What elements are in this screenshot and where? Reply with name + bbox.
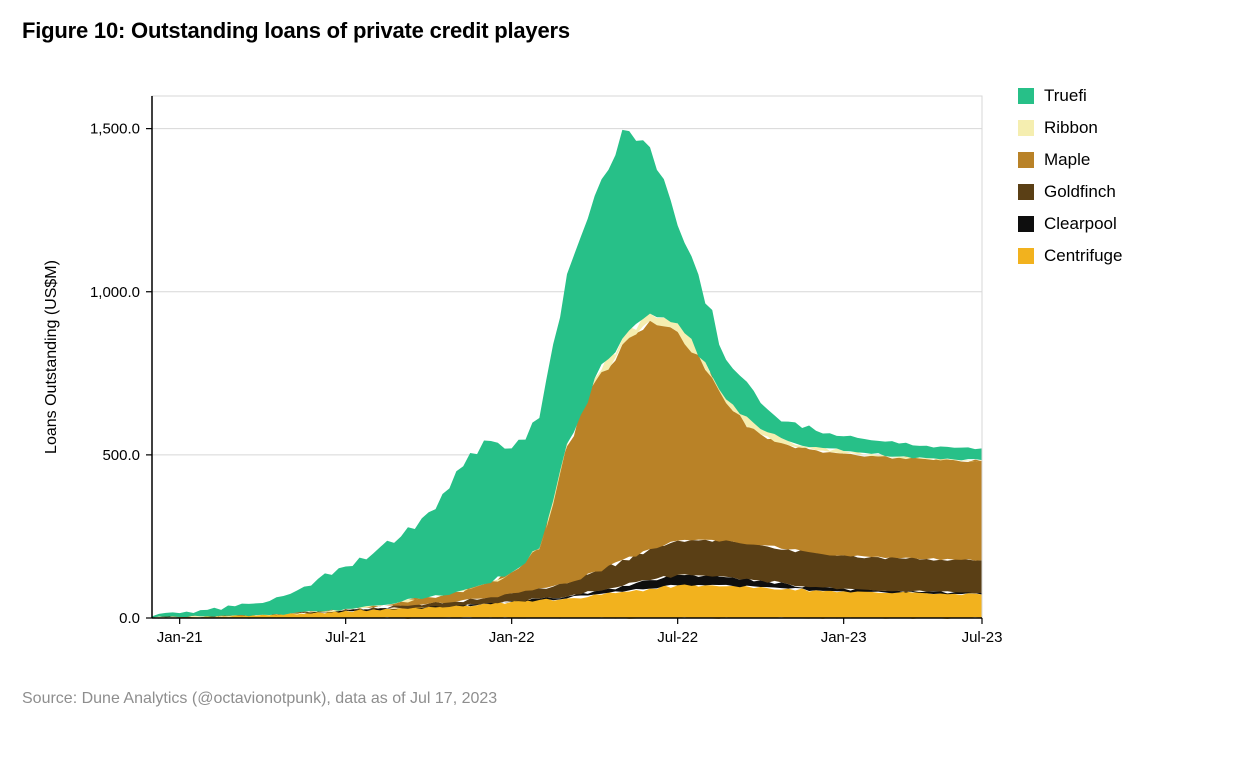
legend-label: Clearpool	[1044, 214, 1117, 234]
svg-text:Jan-22: Jan-22	[489, 629, 535, 646]
legend-label: Ribbon	[1044, 118, 1098, 138]
legend: Truefi Ribbon Maple Goldfinch Clearpool Centr…	[1018, 80, 1122, 272]
legend-swatch	[1018, 152, 1034, 168]
legend-item: Clearpool	[1018, 208, 1122, 240]
svg-text:Jan-21: Jan-21	[157, 629, 203, 646]
legend-item: Goldfinch	[1018, 176, 1122, 208]
svg-text:Jul-22: Jul-22	[657, 629, 698, 646]
legend-item: Maple	[1018, 144, 1122, 176]
legend-swatch	[1018, 88, 1034, 104]
svg-text:Jul-21: Jul-21	[325, 629, 366, 646]
legend-swatch	[1018, 184, 1034, 200]
svg-text:Jan-23: Jan-23	[821, 629, 867, 646]
svg-text:Jul-23: Jul-23	[962, 629, 1002, 646]
stacked-area-chart: 0.0 500.0 1,000.0 1,500.0 Jan-21 Jul-21 Jan-22…	[22, 78, 1002, 668]
legend-item: Truefi	[1018, 80, 1122, 112]
chart-area: 0.0 500.0 1,000.0 1,500.0 Jan-21 Jul-21 Jan-22…	[22, 78, 1002, 668]
legend-label: Truefi	[1044, 86, 1087, 106]
y-axis-title: Loans Outstanding (US$M)	[43, 260, 60, 454]
legend-swatch	[1018, 216, 1034, 232]
svg-text:500.0: 500.0	[102, 447, 140, 464]
legend-swatch	[1018, 120, 1034, 136]
legend-label: Centrifuge	[1044, 246, 1122, 266]
legend-swatch	[1018, 248, 1034, 264]
legend-item: Centrifuge	[1018, 240, 1122, 272]
figure-title: Figure 10: Outstanding loans of private …	[22, 18, 1214, 44]
legend-label: Maple	[1044, 150, 1090, 170]
svg-text:1,500.0: 1,500.0	[90, 121, 140, 138]
legend-label: Goldfinch	[1044, 182, 1116, 202]
legend-item: Ribbon	[1018, 112, 1122, 144]
svg-text:0.0: 0.0	[119, 610, 140, 627]
svg-text:1,000.0: 1,000.0	[90, 284, 140, 301]
source-caption: Source: Dune Analytics (@octavionotpunk)…	[22, 690, 1214, 708]
